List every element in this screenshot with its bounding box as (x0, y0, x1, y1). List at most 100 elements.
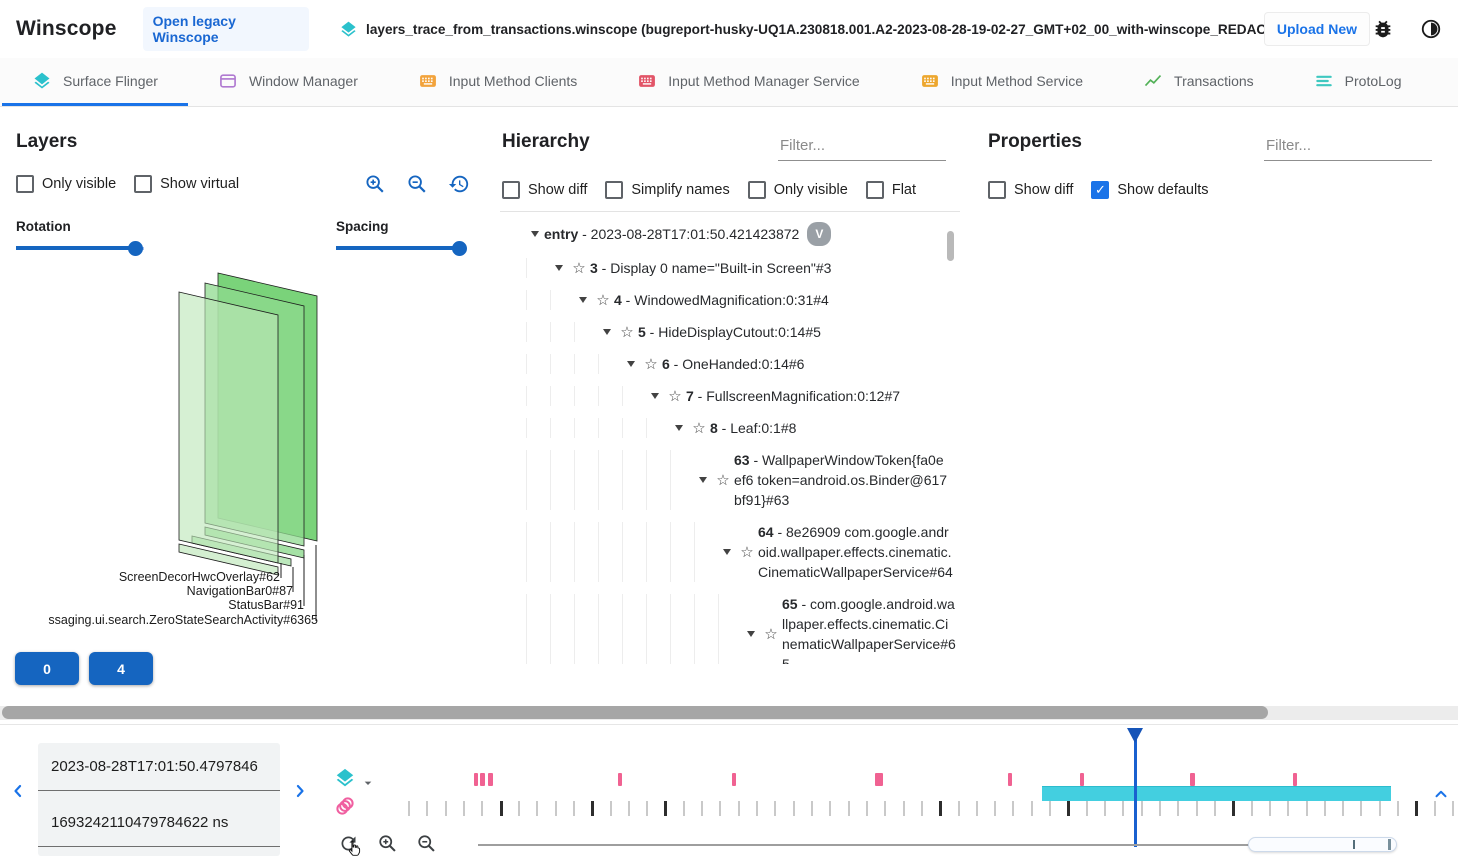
transition-marker[interactable] (480, 773, 485, 786)
tab-surface-flinger[interactable]: Surface Flinger (2, 58, 188, 106)
prev-entry-icon[interactable] (8, 781, 28, 801)
checkbox-box[interactable]: ✓ (1091, 181, 1110, 199)
checkbox-box[interactable] (16, 175, 34, 193)
checkbox-show-diff[interactable]: Show diff (502, 181, 587, 199)
star-icon[interactable]: ☆ (572, 260, 586, 277)
star-icon[interactable]: ☆ (596, 292, 610, 309)
properties-filter-input[interactable] (1264, 135, 1432, 161)
main-scrollbar-thumb[interactable] (2, 706, 1268, 719)
star-icon[interactable]: ☆ (620, 324, 634, 341)
tab-input-method-service[interactable]: Input Method Service (890, 58, 1113, 106)
node-label[interactable]: 5 - HideDisplayCutout:0:14#5 (638, 324, 821, 340)
tab-transitions[interactable]: Transitions (1431, 58, 1458, 106)
open-legacy-link[interactable]: Open legacy Winscope (142, 7, 310, 51)
checkbox-simplify-names[interactable]: Simplify names (605, 181, 730, 199)
transition-marker[interactable] (618, 773, 622, 786)
spacing-slider[interactable] (336, 240, 467, 256)
node-label[interactable]: 3 - Display 0 name="Built-in Screen"#3 (590, 260, 832, 276)
chevron-down-icon[interactable] (646, 393, 664, 399)
tree-node-entry[interactable]: entry - 2023-08-28T17:01:50.421423872 V (502, 216, 956, 252)
chevron-down-icon[interactable] (574, 297, 592, 303)
node-label[interactable]: entry - 2023-08-28T17:01:50.421423872 V (544, 222, 832, 246)
layer-quad-5[interactable] (178, 543, 279, 576)
chevron-down-icon[interactable] (670, 425, 688, 431)
tab-protolog[interactable]: ProtoLog (1284, 58, 1432, 106)
star-icon[interactable]: ☆ (740, 544, 754, 561)
chevron-down-icon[interactable] (622, 361, 640, 367)
transition-marker[interactable] (1008, 773, 1012, 786)
tree-node-3[interactable]: ☆ 3 - Display 0 name="Built-in Screen"#3 (502, 252, 956, 284)
transition-marker[interactable] (474, 773, 478, 786)
node-label[interactable]: 8 - Leaf:0:1#8 (710, 420, 797, 436)
chevron-down-icon[interactable] (550, 265, 568, 271)
checkbox-only-visible[interactable]: Only visible (16, 175, 116, 193)
timeline-zoom-window[interactable] (1248, 837, 1397, 852)
star-icon[interactable]: ☆ (644, 356, 658, 373)
star-icon[interactable]: ☆ (764, 626, 778, 643)
trace-select-caret-icon[interactable] (360, 775, 376, 791)
human-time-field[interactable]: 2023-08-28T17:01:50.4797846 (38, 743, 280, 791)
checkbox-only-visible[interactable]: Only visible (747, 181, 848, 199)
checkbox-box[interactable] (605, 181, 624, 199)
chevron-down-icon[interactable] (694, 477, 712, 483)
node-label[interactable]: 4 - WindowedMagnification:0:31#4 (614, 292, 829, 308)
checkbox-box[interactable] (502, 181, 520, 199)
layer-quad-4[interactable] (178, 291, 279, 564)
tab-window-manager[interactable]: Window Manager (188, 58, 388, 106)
chevron-down-icon[interactable] (598, 329, 616, 335)
upload-new-button[interactable]: Upload New (1263, 12, 1370, 46)
rotation-slider[interactable] (16, 240, 144, 256)
checkbox-show-defaults[interactable]: ✓ Show defaults (1091, 181, 1208, 199)
zoom-in-icon[interactable] (377, 833, 398, 854)
transition-marker[interactable] (1080, 773, 1084, 786)
node-label[interactable]: 6 - OneHanded:0:14#6 (662, 356, 805, 372)
selection-range-bar[interactable] (1042, 786, 1391, 801)
tree-node-5[interactable]: ☆ 5 - HideDisplayCutout:0:14#5 (502, 316, 956, 348)
checkbox-box[interactable] (134, 175, 153, 193)
transitions-icon[interactable] (334, 795, 356, 817)
star-icon[interactable]: ☆ (668, 388, 682, 405)
layers-3d-scene[interactable] (0, 233, 486, 637)
display-4-button[interactable]: 4 (89, 652, 153, 685)
restore-icon[interactable] (448, 173, 470, 195)
transition-marker[interactable] (1293, 773, 1297, 786)
checkbox-box[interactable] (988, 181, 1006, 199)
checkbox-flat[interactable]: Flat (865, 181, 916, 199)
zoom-out-icon[interactable] (406, 173, 428, 195)
tree-node-65[interactable]: ☆ 65 - com.google.android.wallpaper.effec… (502, 588, 956, 664)
hierarchy-filter-input[interactable] (778, 135, 946, 161)
contrast-icon[interactable] (1420, 18, 1442, 40)
collapse-timeline-icon[interactable] (1432, 785, 1450, 803)
timeline-zoom-handle[interactable] (1388, 839, 1391, 850)
tree-node-64[interactable]: ☆ 64 - 8e26909 com.google.android.wallpap… (502, 516, 956, 588)
node-label[interactable]: 7 - FullscreenMagnification:0:12#7 (686, 388, 901, 404)
star-icon[interactable]: ☆ (716, 472, 730, 489)
transition-marker[interactable] (1190, 773, 1195, 786)
node-label[interactable]: 63 - WallpaperWindowToken{fa0eef6 token=… (734, 452, 948, 508)
tab-transactions[interactable]: Transactions (1113, 58, 1284, 106)
timeline-zoom-track[interactable] (478, 844, 1390, 846)
node-label[interactable]: 64 - 8e26909 com.google.android.wallpape… (758, 524, 953, 580)
transition-marker[interactable] (732, 773, 736, 786)
checkbox-box[interactable] (865, 181, 884, 199)
node-label[interactable]: 65 - com.google.android.wallpaper.effect… (782, 596, 956, 664)
tab-input-method-clients[interactable]: Input Method Clients (388, 58, 607, 106)
rotation-slider-thumb[interactable] (128, 241, 144, 256)
chevron-down-icon[interactable] (718, 549, 736, 555)
tab-input-method-manager-service[interactable]: Input Method Manager Service (607, 58, 889, 106)
tree-node-6[interactable]: ☆ 6 - OneHanded:0:14#6 (502, 348, 956, 380)
tree-node-63[interactable]: ☆ 63 - WallpaperWindowToken{fa0eef6 token… (502, 444, 956, 516)
transition-marker[interactable] (488, 773, 493, 786)
tree-node-4[interactable]: ☆ 4 - WindowedMagnification:0:31#4 (502, 284, 956, 316)
playhead-handle[interactable] (1127, 728, 1143, 743)
next-entry-icon[interactable] (290, 781, 310, 801)
zoom-in-icon[interactable] (364, 173, 386, 195)
main-scrollbar-track[interactable] (0, 706, 1458, 720)
checkbox-show-diff[interactable]: Show diff (988, 181, 1073, 199)
bug-icon[interactable] (1372, 18, 1394, 40)
checkbox-show-virtual[interactable]: Show virtual (134, 175, 239, 193)
chevron-down-icon[interactable] (742, 631, 760, 637)
transition-marker[interactable] (875, 773, 883, 786)
refresh-icon[interactable] (338, 833, 359, 854)
layers-icon[interactable] (334, 767, 356, 789)
